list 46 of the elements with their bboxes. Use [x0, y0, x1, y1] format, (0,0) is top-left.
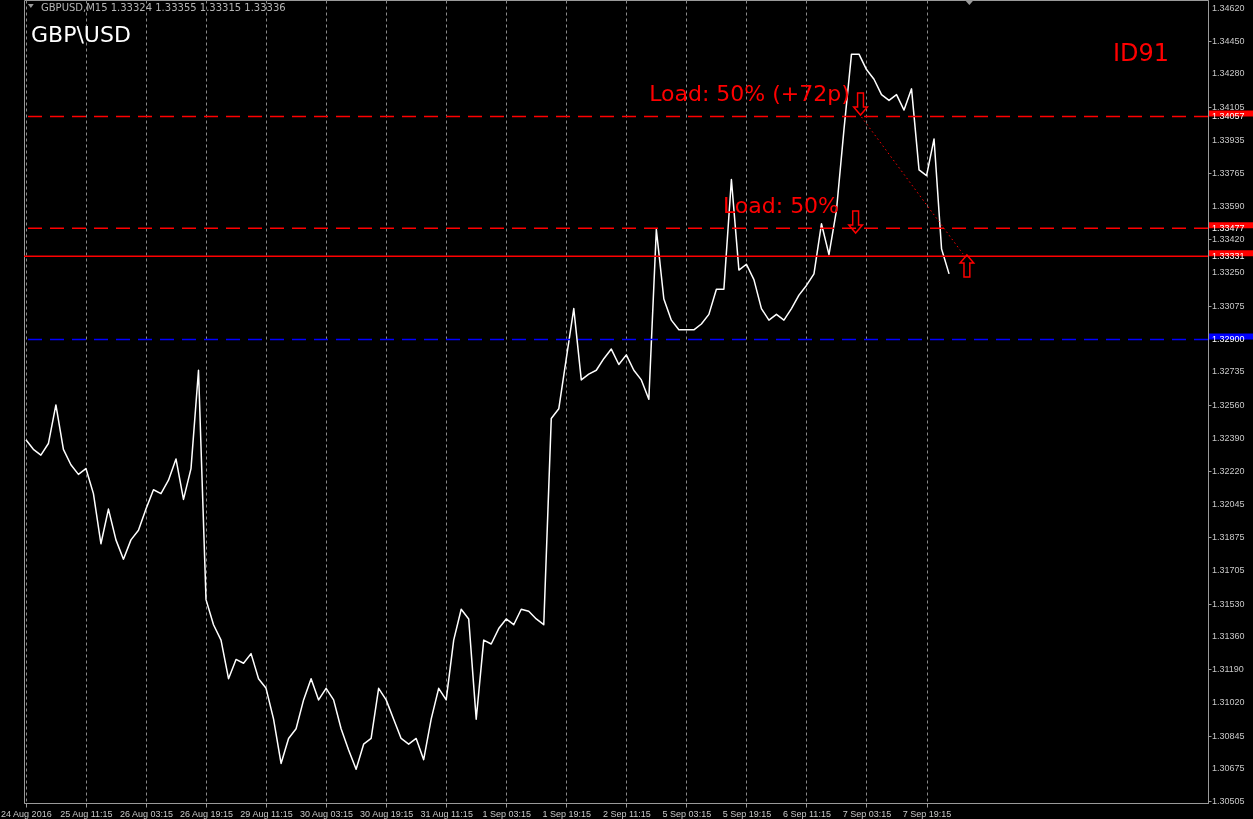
- y-tick-label: 1.30675: [1212, 763, 1245, 774]
- y-tick-label: 1.32735: [1212, 366, 1245, 377]
- ref-line-label: 1.34057: [1212, 111, 1245, 122]
- y-tick-label: 1.34280: [1212, 68, 1245, 79]
- x-tick-label: 1 Sep 19:15: [542, 808, 592, 819]
- y-tick-label: 1.32220: [1212, 465, 1245, 476]
- x-tick-label: 1 Sep 03:15: [482, 808, 531, 819]
- y-tick-label: 1.31875: [1212, 532, 1245, 542]
- y-tick-label: 1.34105: [1212, 102, 1245, 113]
- chart-subtitle: GBPUSD,M15 1.33324 1.33355 1.33315 1.33336: [41, 2, 286, 13]
- y-tick-label: 1.31190: [1212, 664, 1244, 675]
- y-tick-label: 1.33250: [1212, 266, 1245, 277]
- text: GBP\USD: [31, 22, 131, 47]
- x-tick-label: 26 Aug 19:15: [179, 808, 234, 819]
- y-tick-label: 1.33420: [1212, 234, 1245, 245]
- x-tick-label: 25 Aug 11:15: [60, 808, 113, 819]
- y-tick-label: 1.30505: [1212, 796, 1245, 807]
- x-tick-label: 31 Aug 11:15: [420, 808, 473, 819]
- annotation: ID91: [1112, 39, 1170, 67]
- ref-line-label: 1.32900: [1212, 334, 1245, 345]
- y-tick-label: 1.33765: [1212, 167, 1245, 178]
- x-tick-label: 5 Sep 03:15: [662, 808, 712, 819]
- x-tick-label: 5 Sep 19:15: [722, 808, 772, 819]
- y-tick-label: 1.34620: [1212, 2, 1245, 13]
- x-tick-label: 26 Aug 03:15: [119, 808, 173, 819]
- y-tick-label: 1.31360: [1212, 631, 1245, 642]
- x-tick-label: 30 Aug 19:15: [360, 808, 414, 819]
- x-tick-label: 2 Sep 11:15: [602, 808, 651, 819]
- x-tick-label: 29 Aug 11:15: [240, 808, 293, 819]
- y-tick-label: 1.32560: [1212, 399, 1245, 410]
- x-tick-label: 30 Aug 03:15: [300, 808, 354, 819]
- y-tick-label: 1.31705: [1212, 564, 1245, 575]
- y-tick-label: 1.31530: [1212, 598, 1245, 609]
- x-tick-label: 7 Sep 19:15: [902, 808, 952, 819]
- y-tick-label: 1.33075: [1212, 300, 1245, 311]
- y-tick-label: 1.33590: [1212, 201, 1245, 212]
- x-tick-label: 7 Sep 03:15: [842, 808, 892, 819]
- x-tick-label: 24 Aug 2016: [1, 808, 52, 819]
- y-tick-label: 1.32045: [1212, 499, 1245, 510]
- x-tick-label: 6 Sep 11:15: [783, 808, 831, 819]
- y-tick-label: 1.31020: [1212, 696, 1245, 707]
- y-tick-label: 1.32390: [1212, 432, 1245, 443]
- y-tick-label: 1.33935: [1212, 134, 1245, 145]
- y-tick-label: 1.30845: [1212, 730, 1245, 741]
- y-tick-label: 1.34450: [1212, 35, 1245, 46]
- line-series: [25, 53, 950, 771]
